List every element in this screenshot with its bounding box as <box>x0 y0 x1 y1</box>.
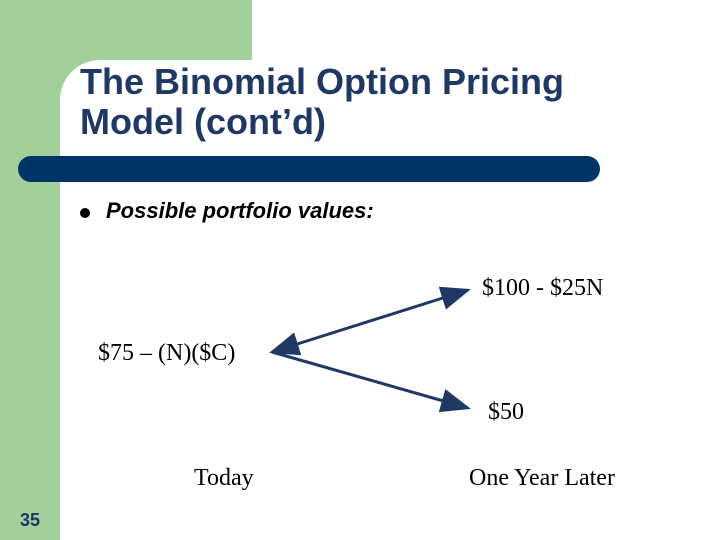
root-node-label: $75 – (N)($C) <box>98 340 236 366</box>
time-label-today: Today <box>194 465 254 491</box>
slide-title: The Binomial Option Pricing Model (cont’… <box>80 61 565 142</box>
bullet-item: Possible portfolio values: <box>80 196 374 226</box>
bullet-dot-icon <box>80 208 90 218</box>
up-branch-arrow <box>269 286 471 356</box>
slide-number: 35 <box>19 510 41 530</box>
down-node-label: $50 <box>488 399 524 425</box>
down-branch-arrow <box>271 350 471 413</box>
title-underline-bar <box>18 156 600 182</box>
bullet-text: Possible portfolio values: <box>106 198 374 223</box>
time-label-one-year-later: One Year Later <box>469 465 615 491</box>
up-node-label: $100 - $25N <box>482 275 604 301</box>
